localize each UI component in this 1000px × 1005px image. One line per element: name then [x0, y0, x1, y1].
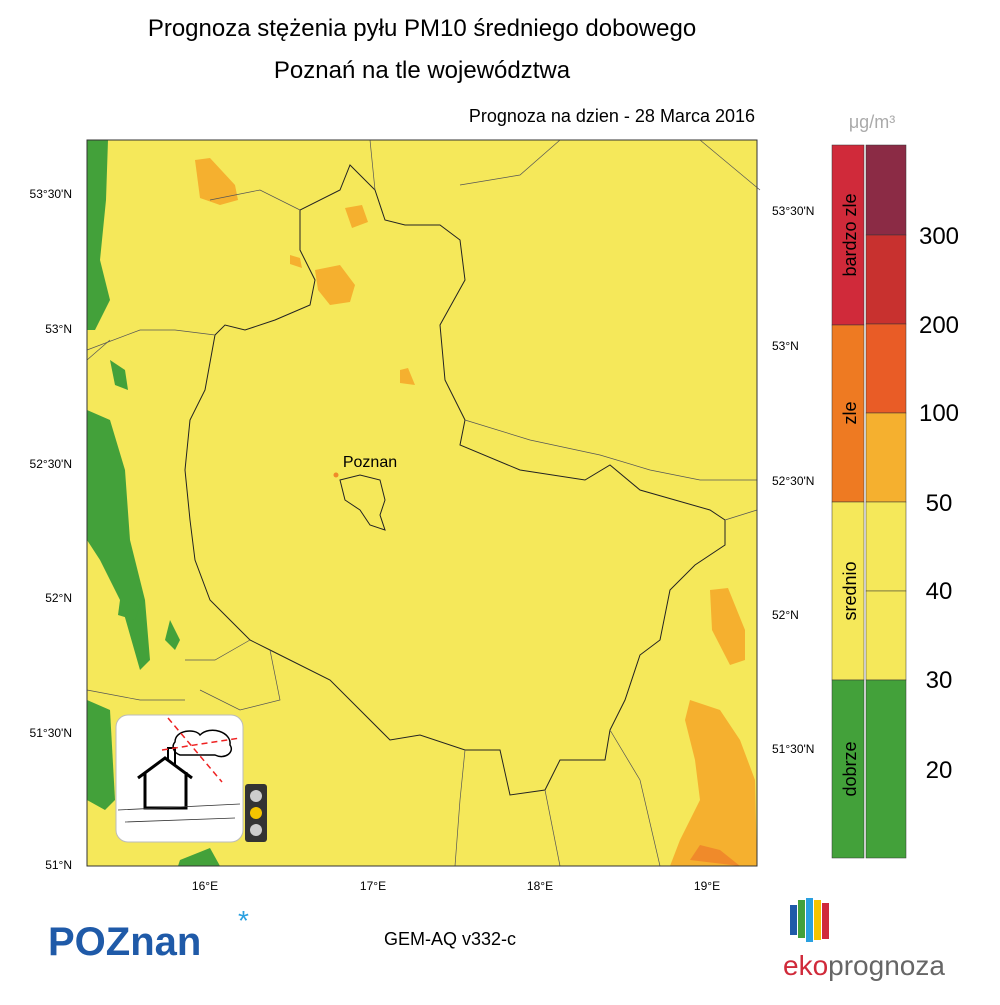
smog-icon	[115, 714, 267, 843]
city-label: Poznan	[343, 454, 397, 471]
legend-levels: 300 200 100 50 40 30 20	[919, 223, 959, 784]
legend-level: 200	[919, 312, 959, 339]
legend-category: zle	[840, 401, 860, 424]
icon-bar	[814, 900, 821, 940]
forecast-date: Prognoza na dzien - 28 Marca 2016	[469, 106, 755, 126]
icon-bar	[822, 903, 829, 939]
legend-level-band	[865, 234, 907, 325]
green-zone	[165, 620, 180, 650]
orange-zone	[710, 588, 745, 665]
lat-label: 52°N	[45, 591, 72, 605]
legend-level-band	[865, 679, 907, 859]
lon-labels: 16°E 17°E 18°E 19°E	[192, 879, 720, 893]
ekoprognoza-icon	[790, 898, 829, 942]
subtitle: Poznań na tle województwa	[274, 57, 571, 84]
lon-label: 18°E	[527, 879, 553, 893]
light	[250, 790, 262, 802]
legend-level: 300	[919, 223, 959, 250]
legend-unit: μg/m³	[849, 112, 895, 132]
lat-labels-right: 53°30'N 53°N 52°30'N 52°N 51°30'N	[772, 204, 814, 756]
lat-label: 53°30'N	[772, 204, 814, 218]
lat-label: 53°N	[45, 322, 72, 336]
light	[250, 807, 262, 819]
legend-level-band	[865, 412, 907, 503]
orange-zone	[690, 845, 740, 866]
cloud	[172, 729, 232, 758]
ground	[117, 803, 241, 823]
legend-level-band	[865, 144, 907, 236]
orange-zone	[315, 265, 355, 305]
brand-left: eko	[783, 950, 828, 981]
lon-label: 19°E	[694, 879, 720, 893]
legend-category: dobrze	[840, 741, 860, 796]
legend-category: bardzo zle	[840, 193, 860, 276]
orange-zone	[345, 205, 368, 228]
green-zone	[178, 848, 220, 866]
green-zone	[118, 600, 140, 620]
lon-label: 16°E	[192, 879, 218, 893]
lat-label: 52°30'N	[30, 457, 72, 471]
orange-zone	[195, 158, 238, 205]
legend-category-band	[831, 679, 865, 859]
lon-label: 17°E	[360, 879, 386, 893]
poznan-logo: POZnan	[48, 920, 201, 964]
green-zone	[87, 700, 115, 810]
legend-level-band	[865, 590, 907, 681]
icon-bar	[790, 905, 797, 935]
brand: ekoprognoza	[783, 950, 945, 981]
lat-labels-left: 53°30'N 53°N 52°30'N 52°N 51°30'N 51°N	[30, 187, 72, 872]
map-frame	[86, 139, 758, 867]
title: Prognoza stężenia pyłu PM10 średniego do…	[148, 15, 696, 42]
legend-level-band	[865, 323, 907, 414]
lat-label: 52°N	[772, 608, 799, 622]
green-zone	[87, 140, 110, 330]
lat-label: 51°30'N	[30, 726, 72, 740]
cross	[161, 717, 241, 783]
lat-label: 51°30'N	[772, 742, 814, 756]
green-zone	[110, 360, 128, 390]
legend-category: srednio	[840, 561, 860, 620]
logo-star: *	[238, 905, 249, 936]
light	[250, 824, 262, 836]
orange-zone	[290, 255, 302, 268]
model-name: GEM-AQ v332-c	[384, 929, 516, 949]
lat-label: 53°30'N	[30, 187, 72, 201]
icon-bar	[806, 898, 813, 942]
legend-level: 30	[926, 667, 953, 694]
legend: μg/m³ bardzo zle zle srednio dobrze 300 …	[831, 112, 959, 859]
country-border	[86, 139, 761, 867]
orange-zone	[400, 368, 415, 385]
legend-level: 20	[926, 757, 953, 784]
lat-label: 52°30'N	[772, 474, 814, 488]
brand-right: prognoza	[828, 950, 945, 981]
chimney	[167, 747, 176, 765]
legend-level: 100	[919, 400, 959, 427]
legend-level: 50	[926, 490, 953, 517]
icon-box	[115, 714, 244, 843]
legend-level: 40	[926, 578, 953, 605]
lat-label: 53°N	[772, 339, 799, 353]
city-marker	[333, 472, 339, 478]
legend-category-band	[831, 324, 865, 503]
lat-label: 51°N	[45, 858, 72, 872]
legend-category-band	[831, 501, 865, 681]
orange-zone	[670, 700, 757, 866]
icon-bar	[798, 900, 805, 938]
legend-category-band	[831, 144, 865, 326]
legend-level-band	[865, 501, 907, 592]
